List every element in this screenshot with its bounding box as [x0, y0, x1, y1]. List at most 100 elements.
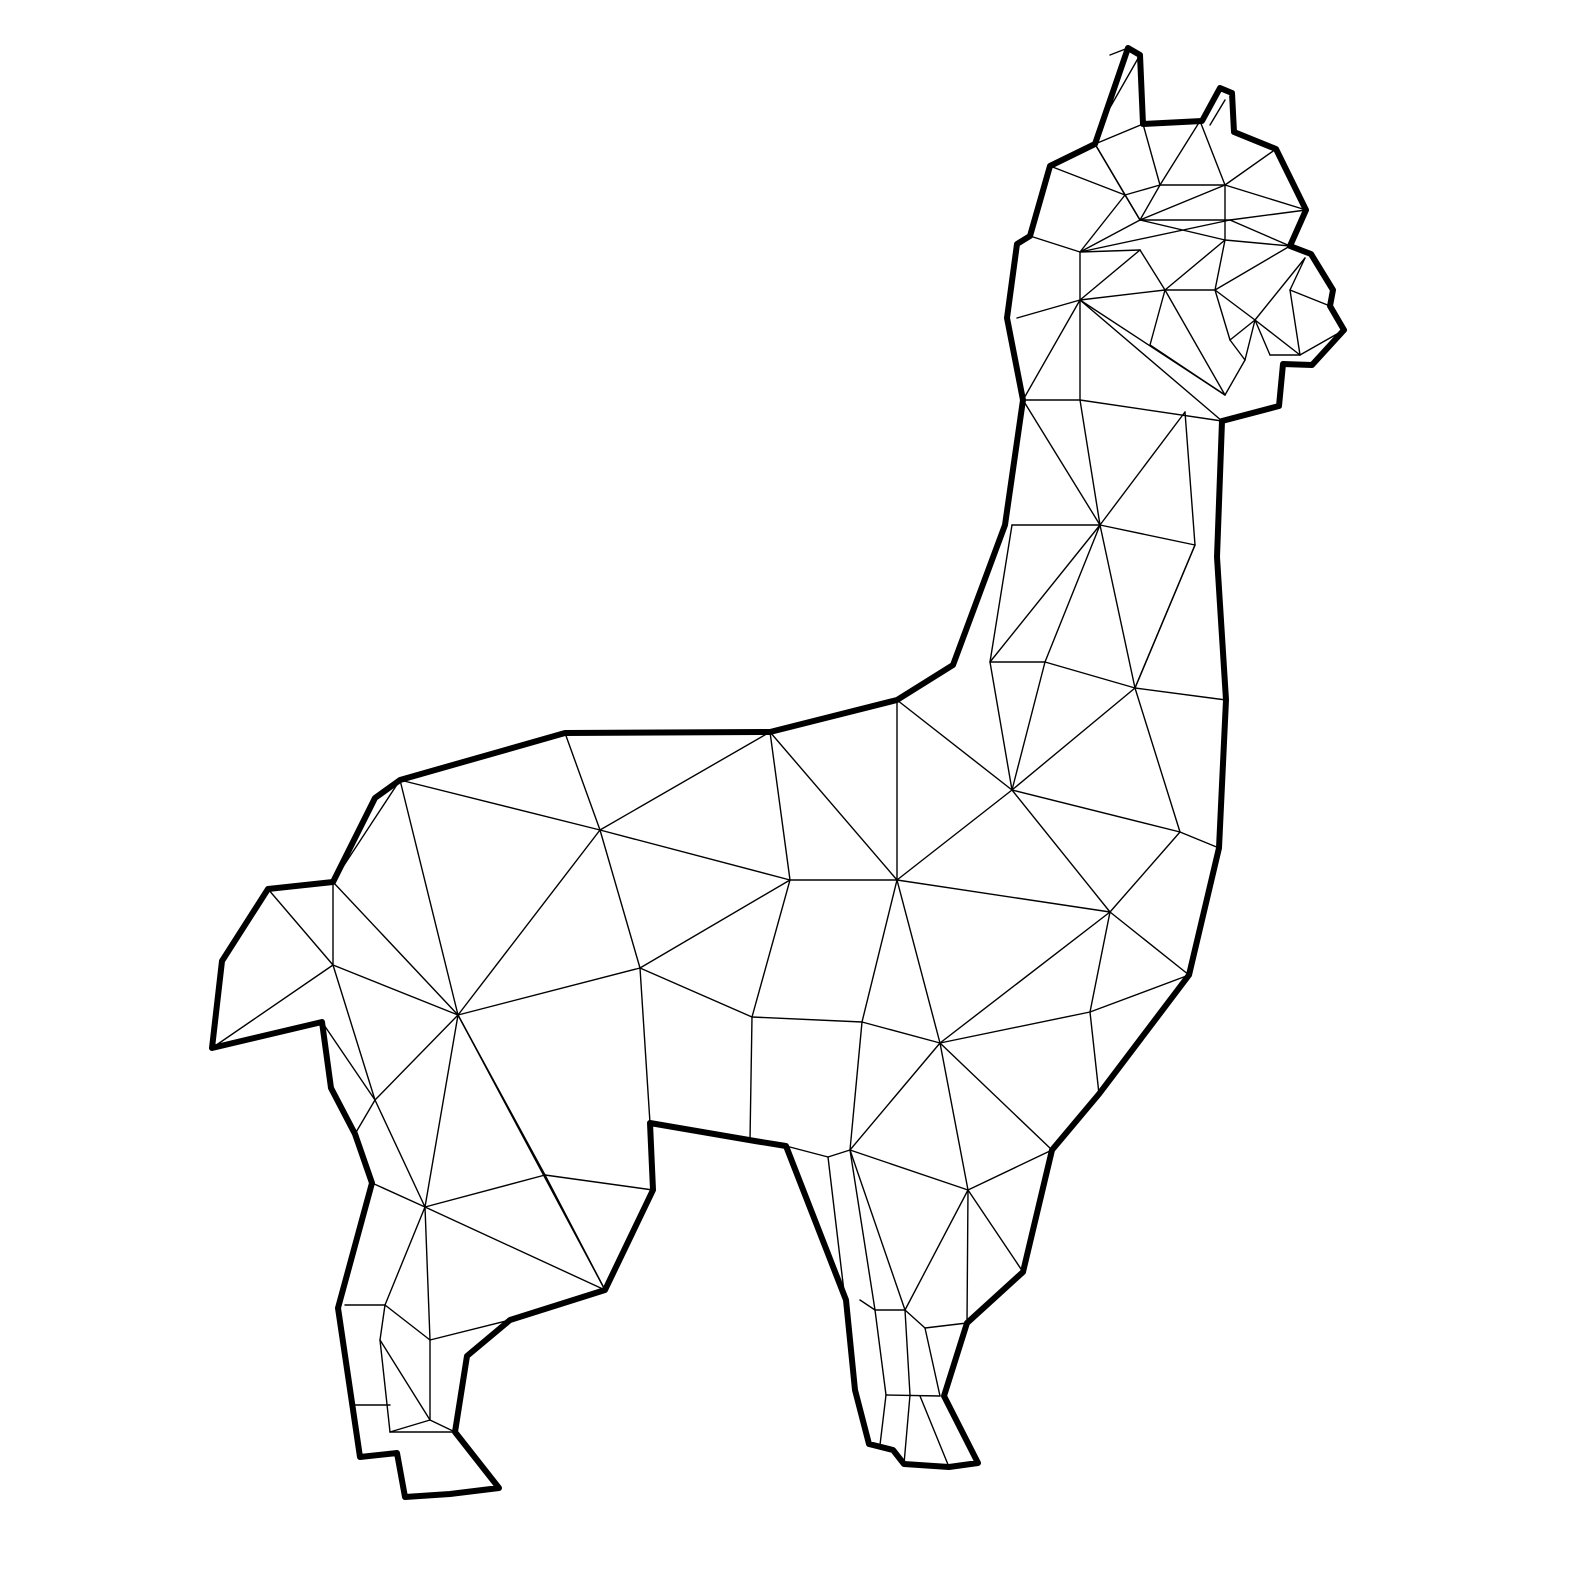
facet-line [424, 1206, 606, 1291]
facet-line [1109, 911, 1190, 976]
facet-line [989, 661, 1013, 791]
facet-line [849, 1149, 876, 1311]
facet-line [1139, 249, 1166, 291]
facet-line [966, 1189, 969, 1324]
facet-line [879, 1394, 887, 1446]
facet-line [939, 1042, 969, 1191]
facet-line [827, 1156, 846, 1301]
facet-line [424, 1206, 431, 1341]
facet-line [1079, 249, 1141, 253]
facet-line [1011, 661, 1046, 791]
facet-line [904, 1309, 926, 1329]
facet-line [1089, 974, 1190, 1013]
facet-line [379, 1339, 391, 1433]
facet-line [769, 731, 791, 881]
facet-line [1214, 245, 1291, 291]
facet-line [896, 879, 941, 1044]
facet-line [1149, 344, 1226, 396]
facet-line [424, 1014, 459, 1208]
facet-line [332, 964, 459, 1016]
facet-line [1199, 120, 1226, 186]
facet-line [457, 967, 641, 1016]
facet-line [1094, 143, 1126, 196]
facet-line [896, 879, 1111, 913]
facet-line [599, 829, 641, 969]
facet-line [1044, 661, 1136, 689]
facet-line [1139, 184, 1226, 221]
facet-line [1079, 399, 1101, 526]
facet-line [989, 524, 1013, 663]
facet-line [429, 1419, 456, 1433]
facet-line [1022, 399, 1101, 526]
facet-line [903, 1394, 911, 1465]
facet-line [1079, 219, 1141, 253]
facet-line [1229, 219, 1291, 247]
facet-line [1099, 524, 1196, 546]
facet-line [1254, 319, 1301, 356]
facet-line [849, 1149, 906, 1311]
facet-line [896, 699, 1013, 791]
facet-line [1109, 831, 1181, 913]
facet-line [904, 1309, 911, 1396]
facet-line [904, 1189, 969, 1311]
facet-line [1254, 319, 1271, 356]
facet-line [399, 779, 459, 1016]
facet-line [544, 1174, 654, 1191]
facet-line [1159, 120, 1201, 186]
facet-line [1079, 194, 1126, 253]
facet-line [1016, 299, 1081, 319]
facet-line [1289, 289, 1301, 356]
facet-line [371, 1182, 426, 1208]
facet-line [267, 888, 334, 966]
facet-line [785, 1145, 829, 1158]
facet-line [1229, 339, 1246, 361]
facet-line [321, 1021, 376, 1101]
facet-line [939, 1011, 1091, 1044]
llama-outline [209, 45, 1347, 1500]
facet-line [751, 1016, 863, 1023]
facet-line [1134, 687, 1181, 833]
facet-line [1149, 289, 1166, 346]
facet-line [1124, 194, 1141, 221]
facet-line [639, 879, 791, 969]
facet-line [544, 1174, 606, 1291]
facet-line [885, 1394, 941, 1397]
facet-line [849, 1021, 863, 1151]
facet-line [424, 1174, 546, 1208]
facet-line [1214, 289, 1256, 321]
facet-line [1079, 289, 1166, 301]
facet-line [374, 1014, 459, 1101]
facet-line [1079, 219, 1231, 253]
facet-line [1142, 123, 1161, 186]
facet-line [379, 1304, 386, 1341]
facet-line [1089, 1011, 1100, 1095]
facet-line [1099, 411, 1186, 526]
facet-line [384, 1206, 426, 1306]
facet-line [1079, 399, 1223, 422]
facet-line [1022, 299, 1081, 401]
facet-line [1254, 257, 1306, 321]
facet-line [1011, 687, 1136, 791]
facet-line [429, 1319, 511, 1341]
facet-line [1209, 99, 1226, 126]
facet-line [379, 1339, 431, 1421]
facet-line [457, 829, 601, 1016]
facet-line [1214, 239, 1226, 291]
facet-line [1011, 789, 1181, 833]
facet-line [1229, 209, 1307, 221]
facet-line [1094, 123, 1144, 145]
facet-line [827, 1149, 851, 1158]
facet-line [639, 967, 651, 1124]
facet-line [939, 1042, 1053, 1151]
facet-line [769, 731, 898, 881]
facet-line [967, 1149, 1053, 1191]
facet-line [749, 1016, 753, 1141]
facet-line [1079, 249, 1141, 301]
facet-line [1244, 319, 1256, 361]
facet-line [374, 1099, 426, 1208]
facet-line [332, 964, 376, 1101]
facet-line [1224, 359, 1246, 396]
facet-line [1164, 289, 1226, 396]
facet-line [967, 1189, 1024, 1273]
